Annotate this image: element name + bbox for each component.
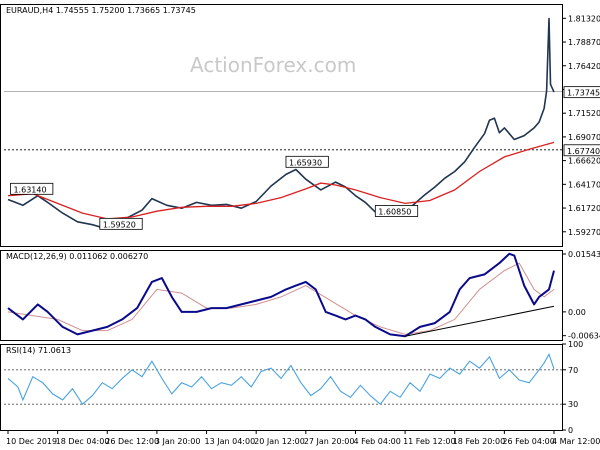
x-tick-label: 3 Jan 20:00 — [155, 437, 201, 446]
rsi-axis-tick-label: 100 — [568, 340, 583, 349]
rsi-axis-tick-label: 70 — [568, 366, 578, 375]
current-price-label: 1.73745 — [567, 89, 600, 98]
price-annotation-box — [99, 217, 143, 230]
price-annotation: 1.60850 — [378, 207, 411, 216]
x-tick-label: 20 Jan 12:00 — [254, 437, 305, 446]
x-tick-label: 4 Mar 12:00 — [552, 437, 600, 446]
watermark: ActionForex.com — [190, 53, 356, 77]
macd-line — [7, 252, 555, 338]
macd-header: MACD(12,26,9) 0.011062 0.006270 — [6, 252, 148, 261]
price-axis-tick-label: 1.69070 — [568, 133, 600, 142]
x-tick-label: 11 Feb 12:00 — [403, 437, 455, 446]
rsi-header: RSI(14) 71.0613 — [6, 346, 71, 355]
price-axis-tick-label: 1.81320 — [568, 14, 600, 23]
x-tick-label: 13 Jan 04:00 — [205, 437, 256, 446]
price-axis-tick-label: 1.64170 — [568, 180, 600, 189]
panel-frames — [0, 4, 563, 431]
price-axis-tick-label: 1.78870 — [568, 38, 600, 47]
price-axis-tick-label: 1.71520 — [568, 109, 600, 118]
price-annotation-box — [374, 205, 419, 217]
macd-axis-tick-label: 0.00 — [568, 308, 586, 317]
price-annotation: 1.65930 — [289, 158, 322, 167]
price-axis-tick-label: 1.66620 — [568, 157, 600, 166]
x-tick-label: 4 Feb 04:00 — [353, 437, 400, 446]
rsi-axis-tick-label: 30 — [568, 400, 578, 409]
rsi-axis-tick-label: 0 — [568, 426, 573, 435]
price-annotation-box — [285, 155, 329, 168]
macd-frame — [0, 250, 563, 341]
price-axis-tick-label: 1.76420 — [568, 62, 600, 71]
x-tick-label: 18 Dec 04:00 — [56, 437, 110, 446]
x-tick-label: 26 Feb 04:00 — [502, 437, 554, 446]
price-panel: 1.813201.788701.764201.739701.715201.690… — [4, 14, 600, 237]
macd-axis-tick-label: -0.006347 — [568, 332, 600, 341]
price-annotation: 1.63140 — [13, 185, 46, 194]
price-annotation-box — [10, 182, 54, 195]
rsi-panel: 100 70 30 0 — [4, 340, 583, 435]
x-tick-label: 18 Feb 20:00 — [453, 437, 505, 446]
macd-axis-tick-label: 0.015434 — [568, 250, 600, 259]
macd-trendline — [405, 305, 555, 337]
macd-panel: 0.015434 0.00 -0.006347 — [7, 250, 600, 341]
macd-signal-line — [7, 262, 555, 335]
support-price-label: 1.67740 — [567, 147, 600, 156]
price-axis-tick-label: 1.61720 — [568, 204, 600, 213]
price-axis-tick-label: 1.59270 — [568, 228, 600, 237]
current-price-label-box — [563, 86, 600, 99]
x-tick-label: 27 Jan 20:00 — [304, 437, 355, 446]
main-header: EURAUD,H4 1.74555 1.75200 1.73665 1.7374… — [6, 6, 196, 15]
main-frame — [0, 4, 563, 247]
rsi-frame — [0, 344, 563, 431]
price-series — [7, 17, 555, 229]
price-annotation: 1.59520 — [103, 220, 136, 229]
support-price-label-box — [563, 144, 600, 157]
rsi-line — [7, 352, 555, 406]
x-tick-label: 10 Dec 2019 — [6, 437, 57, 446]
moving-average-line — [7, 141, 555, 220]
x-tick-label: 26 Dec 12:00 — [105, 437, 159, 446]
